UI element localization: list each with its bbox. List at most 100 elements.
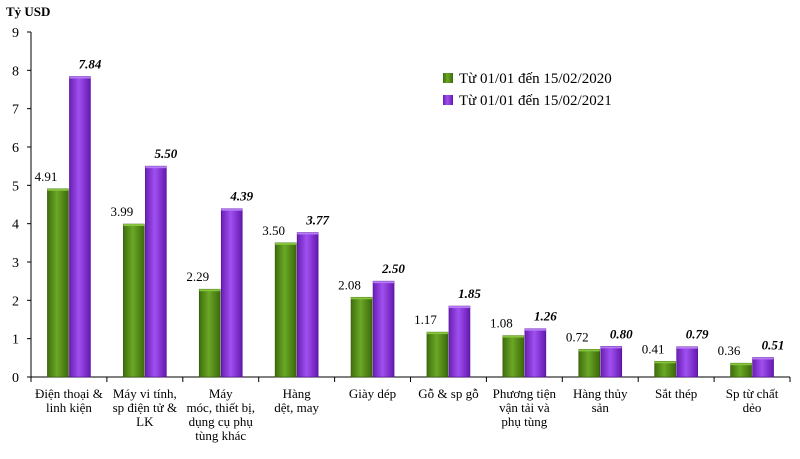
category-label: Giày dép	[349, 386, 396, 401]
category-label: Máy	[209, 386, 233, 401]
bar-2020	[426, 331, 449, 378]
data-label-2020: 0.36	[718, 343, 741, 358]
bar-2020	[502, 335, 525, 378]
y-tick-label: 0	[12, 371, 19, 386]
category-label: Hàng	[283, 386, 312, 401]
bar-top-face	[676, 346, 698, 349]
y-tick-label: 3	[12, 256, 19, 271]
bar-top-face	[47, 188, 69, 191]
category-label: tùng khác	[195, 428, 246, 443]
category-label: LK	[136, 414, 154, 429]
bar-2021	[752, 357, 774, 378]
y-tick-label: 2	[12, 294, 19, 309]
bar-top-face	[578, 349, 600, 352]
legend-swatch-2020	[443, 73, 453, 83]
data-label-2021: 0.51	[762, 337, 785, 352]
category-label: Máy vi tính,	[113, 386, 177, 401]
bar-top-face	[524, 328, 546, 331]
bar-top-face	[426, 332, 448, 335]
bar-top-face	[502, 335, 524, 338]
category-label: dệt, may	[274, 400, 319, 415]
data-label-2021: 0.80	[610, 326, 633, 341]
data-label-2020: 3.99	[110, 204, 133, 219]
data-label-2020: 0.41	[642, 341, 665, 356]
legend-swatch-2021	[443, 95, 453, 105]
data-label-2020: 2.29	[186, 269, 209, 284]
category-label: vận tải và	[499, 400, 550, 415]
y-tick-label: 8	[12, 64, 19, 79]
category-label: Gỗ & sp gỗ	[418, 386, 478, 401]
bar-top-face	[730, 363, 752, 366]
bar-2021	[69, 76, 91, 378]
bar-top-face	[275, 242, 297, 245]
data-label-2021: 4.39	[229, 189, 253, 204]
data-label-2021: 1.26	[534, 309, 557, 324]
data-label-2020: 3.50	[262, 223, 285, 238]
bar-2021	[676, 346, 698, 378]
bar-top-face	[600, 346, 622, 349]
category-label: linh kiện	[46, 400, 92, 415]
bar-2020	[730, 362, 752, 378]
bar-2020	[123, 223, 145, 378]
category-label: dụng cụ phụ	[189, 414, 254, 429]
bar-top-face	[69, 76, 91, 79]
legend-label-2020: Từ 01/01 đến 15/02/2020	[459, 71, 612, 87]
bar-2020	[47, 188, 69, 378]
bar-2021	[524, 328, 547, 378]
y-tick-label: 4	[12, 218, 19, 233]
bar-2021	[600, 346, 623, 378]
bar-top-face	[373, 281, 395, 284]
category-labels: Điện thoại &linh kiện Máy vi tính,sp điện…	[35, 386, 779, 443]
bar-2020	[654, 360, 676, 378]
category-label: Phương tiện	[493, 386, 557, 401]
legend: Từ 01/01 đến 15/02/2020 Từ 01/01 đến 15/…	[443, 71, 612, 109]
bar-2021	[220, 208, 243, 378]
data-label-2021: 3.77	[305, 212, 329, 227]
category-label: dẻo	[743, 400, 762, 415]
bar-top-face	[654, 361, 676, 364]
y-tick-label: 1	[12, 333, 19, 348]
y-tick-label: 9	[12, 26, 19, 41]
data-label-2021: 1.85	[458, 286, 481, 301]
y-axis-label: Tỷ USD	[6, 4, 50, 19]
category-label: sp điện tử &	[113, 400, 177, 415]
bar-top-face	[351, 297, 373, 300]
bar-2021	[296, 232, 319, 378]
data-label-2021: 2.50	[381, 261, 405, 276]
y-tick-label: 6	[12, 141, 19, 156]
bar-top-face	[297, 232, 319, 235]
bar-top-face	[199, 289, 221, 292]
category-label: Sp từ chất	[726, 386, 779, 401]
data-label-2020: 1.08	[490, 316, 513, 331]
bar-2021	[145, 165, 167, 378]
bar-2020	[578, 349, 601, 378]
category-label: Điện thoại &	[35, 386, 103, 401]
data-label-2020: 2.08	[338, 277, 361, 292]
y-tick-label: 5	[12, 179, 19, 194]
y-tick-label: 7	[12, 103, 19, 118]
category-label: Hàng thủy	[573, 386, 628, 401]
data-label-2020: 4.91	[35, 169, 58, 184]
bar-2020	[274, 242, 297, 378]
bar-top-face	[221, 208, 243, 211]
legend-label-2021: Từ 01/01 đến 15/02/2021	[459, 93, 612, 109]
bar-top-face	[145, 166, 167, 169]
category-label: phụ tùng	[501, 414, 547, 429]
bar-2021	[448, 305, 471, 378]
data-labels: 4.91 7.84 3.99 5.50 2.29 4.39 3.50 3.77 2.08 2.50…	[35, 56, 785, 358]
bar-2021	[372, 280, 395, 378]
bar-top-face	[752, 357, 774, 360]
bar-2020	[350, 296, 373, 378]
data-label-2021: 7.84	[79, 56, 102, 71]
bars	[47, 76, 774, 378]
bar-top-face	[448, 306, 470, 309]
category-label: sản	[592, 400, 610, 415]
bar-top-face	[123, 224, 145, 227]
data-label-2021: 5.50	[154, 146, 177, 161]
data-label-2020: 0.72	[566, 329, 589, 344]
category-label: Sắt thép	[655, 386, 697, 401]
bar-2020	[198, 288, 221, 378]
data-label-2021: 0.79	[686, 327, 709, 342]
data-label-2020: 1.17	[414, 312, 437, 327]
